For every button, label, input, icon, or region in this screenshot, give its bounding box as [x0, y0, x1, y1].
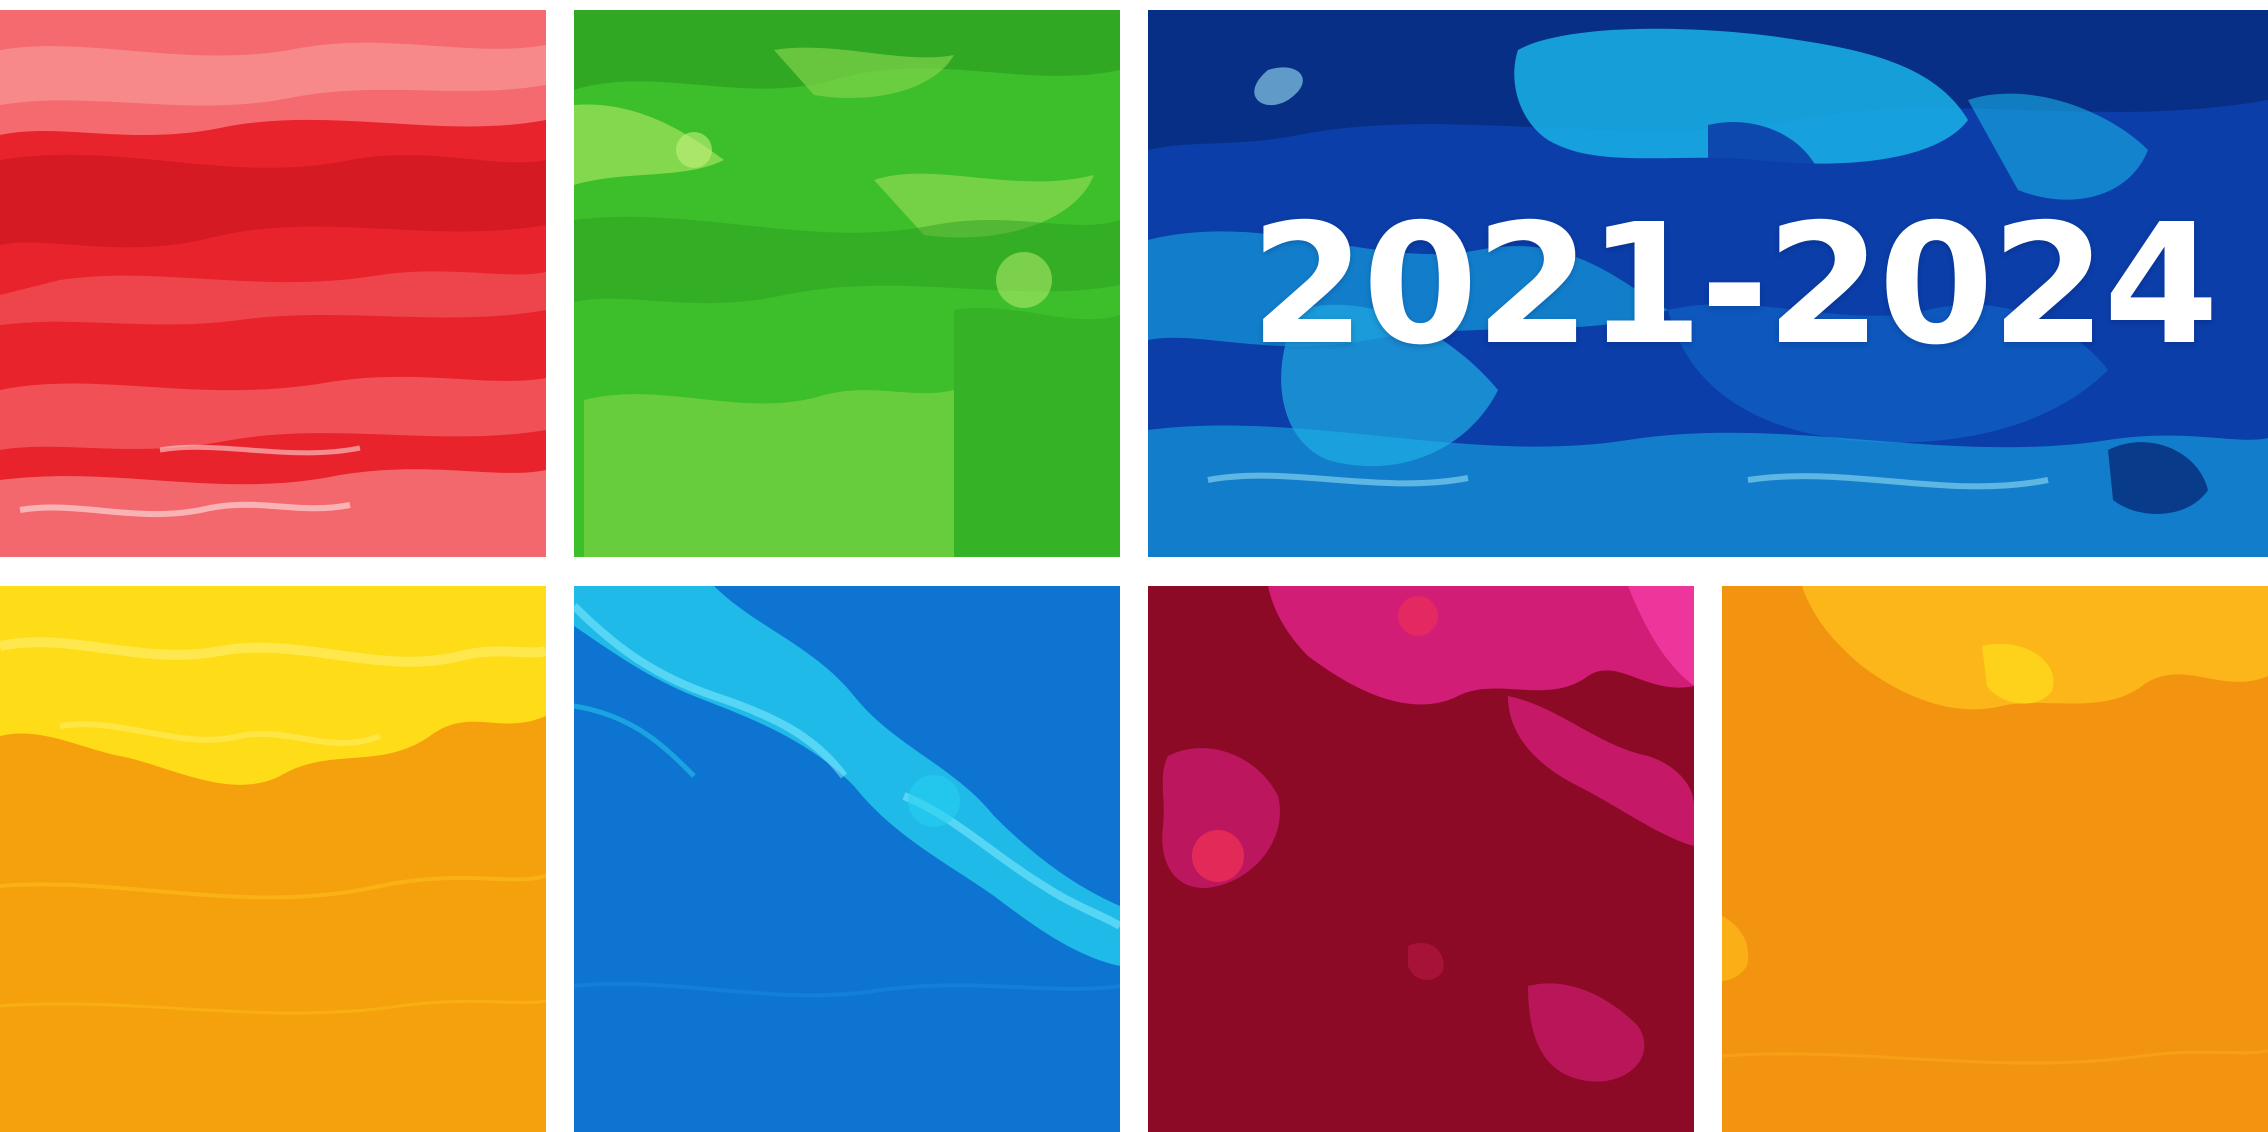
ocean-waves-tile: [574, 586, 1120, 1132]
yellow-surf-tile: [0, 586, 546, 1132]
crimson-surf-image: [1148, 586, 1694, 1132]
year-range-headline: 2021-2024: [1250, 189, 2219, 382]
orange-surf-image: [1722, 586, 2268, 1132]
blue-sea-arch-tile: [1148, 10, 2268, 557]
blue-sea-arch-image: [1148, 10, 2268, 557]
crimson-surf-tile: [1148, 586, 1694, 1132]
green-rocks-image: [574, 10, 1120, 557]
red-coastline-tile: [0, 10, 546, 557]
ocean-waves-image: [574, 586, 1120, 1132]
orange-surf-tile: [1722, 586, 2268, 1132]
green-rocks-tile: [574, 10, 1120, 557]
red-coastline-image: [0, 10, 546, 557]
yellow-surf-image: [0, 586, 546, 1132]
